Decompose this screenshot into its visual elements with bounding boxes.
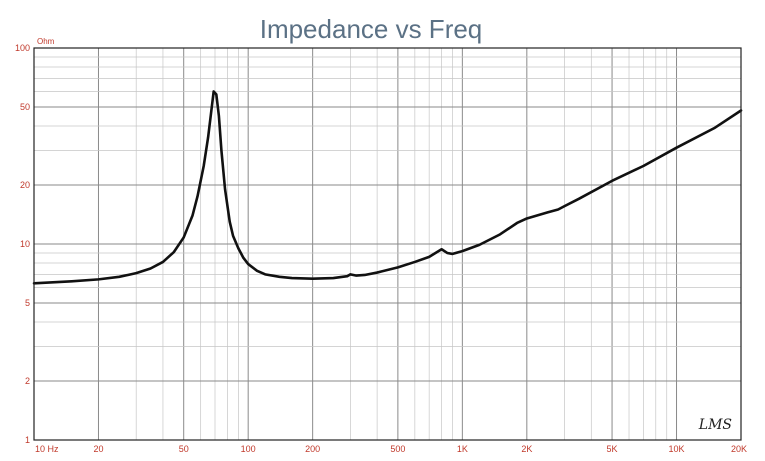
- x-tick-label: 2K: [521, 444, 532, 454]
- plot-frame: [33, 47, 742, 441]
- x-tick-label: 200: [305, 444, 320, 454]
- chart-title: Impedance vs Freq: [260, 14, 483, 44]
- x-tick-label: 50: [179, 444, 189, 454]
- x-tick-label: 500: [390, 444, 405, 454]
- x-tick-label: 20K: [731, 444, 747, 454]
- x-axis-ticks: 10 Hz 20 50 100 200 500 1K 2K 5K 10K 20K: [35, 444, 747, 454]
- y-axis-ticks: 1 2 5 10 20 50 100: [15, 43, 30, 445]
- y-tick-label: 5: [25, 298, 30, 308]
- y-tick-label: 10: [20, 239, 30, 249]
- x-tick-label: 1K: [457, 444, 468, 454]
- y-tick-label: 20: [20, 180, 30, 190]
- y-tick-label: 2: [25, 376, 30, 386]
- impedance-curve: [32, 90, 743, 285]
- y-tick-label: 50: [20, 102, 30, 112]
- x-tick-label: 100: [241, 444, 256, 454]
- y-tick-label: 100: [15, 43, 30, 53]
- x-tick-label: 10 Hz: [35, 444, 59, 454]
- grid: [33, 48, 742, 441]
- y-tick-label: 1: [25, 435, 30, 445]
- x-tick-label: 10K: [669, 444, 685, 454]
- y-axis-unit-label: Ohm: [37, 37, 55, 46]
- x-tick-label: 20: [93, 444, 103, 454]
- x-tick-label: 5K: [607, 444, 618, 454]
- lms-logo: LMS: [698, 417, 732, 433]
